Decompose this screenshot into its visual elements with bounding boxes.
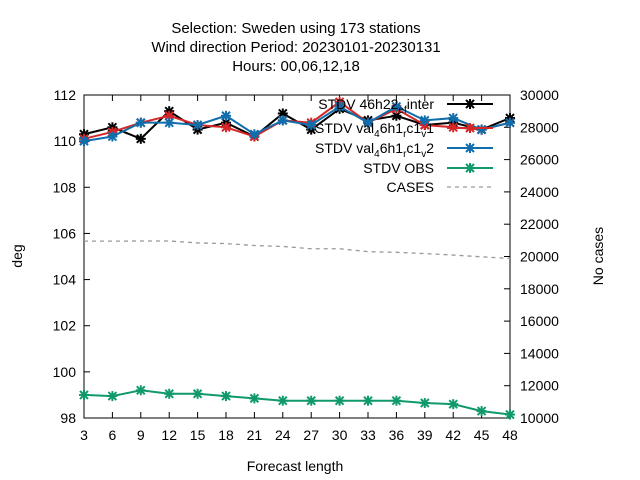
- data-point-stdv-val-4-6h1-r-c1-v-2: [476, 124, 487, 135]
- y2-tick-label: 10000: [520, 410, 559, 426]
- data-point-stdv-obs: [505, 409, 515, 420]
- y-tick-label: 100: [53, 364, 77, 380]
- y2-tick-label: 12000: [520, 378, 559, 394]
- y-tick-label: 112: [54, 87, 77, 103]
- data-point-stdv-obs: [419, 398, 430, 409]
- legend-marker: [465, 99, 475, 109]
- data-point-stdv-val-4-6h1-r-c1-v-1: [221, 122, 231, 133]
- data-point-stdv-46h22-ef-inter: [135, 133, 146, 144]
- data-point-stdv-obs: [164, 388, 175, 399]
- data-point-stdv-obs: [277, 395, 288, 406]
- legend-entry-stdv-46h22-ef-inter: STDV 46h22efinter: [318, 96, 493, 116]
- data-point-stdv-obs: [391, 395, 402, 406]
- data-point-stdv-obs: [135, 385, 146, 396]
- x-tick-label: 6: [109, 427, 117, 443]
- x-tick-label: 39: [417, 427, 433, 443]
- y2-tick-label: 30000: [520, 87, 559, 103]
- legend-marker: [465, 163, 475, 173]
- y-tick-label: 98: [60, 410, 76, 426]
- data-point-stdv-val-4-6h1-r-c1-v-2: [164, 117, 175, 128]
- data-point-stdv-val-4-6h1-r-c1-v-2: [221, 110, 231, 121]
- x-tick-label: 45: [474, 427, 490, 443]
- data-point-stdv-val-4-6h1-r-c1-v-2: [419, 115, 430, 126]
- axis-layer: 3 6 9 12 15 18 21 24 27 30 33 36 39 42 45 4898100102104…: [53, 87, 560, 443]
- legend-entry-stdv-obs: STDV OBS: [363, 160, 493, 176]
- data-point-stdv-val-4-6h1-r-c1-v-2: [249, 129, 260, 140]
- y-tick-label: 106: [53, 225, 77, 241]
- data-point-stdv-val-4-6h1-r-c1-v-2: [363, 117, 373, 128]
- y2-tick-label: 20000: [520, 249, 559, 265]
- x-tick-label: 3: [80, 427, 88, 443]
- data-point-stdv-val-4-6h1-r-c1-v-2: [391, 101, 402, 112]
- y2-tick-label: 24000: [520, 184, 559, 200]
- legend-label: STDV 46h22efinter: [318, 96, 434, 116]
- chart-title-line-1: Selection: Sweden using 173 stations: [171, 20, 420, 37]
- legend-marker: [465, 143, 475, 153]
- data-point-stdv-obs: [192, 388, 203, 399]
- series-layer: [79, 96, 515, 420]
- data-point-stdv-val-4-6h1-r-c1-v-2: [79, 136, 89, 147]
- series-line-stdv-obs: [83, 389, 511, 416]
- series-line-stdv-val-4-6h1-r-c1-v-2: [83, 105, 511, 143]
- data-point-stdv-val-4-6h1-r-c1-v-2: [277, 115, 288, 126]
- data-point-stdv-val-4-6h1-r-c1-v-2: [306, 119, 317, 130]
- data-point-stdv-obs: [107, 391, 118, 402]
- data-point-stdv-obs: [306, 395, 317, 406]
- data-point-stdv-val-4-6h1-r-c1-v-2: [135, 117, 146, 128]
- x-tick-label: 21: [247, 427, 263, 443]
- data-point-stdv-val-4-6h1-r-c1-v-2: [334, 101, 345, 112]
- x-tick-label: 12: [161, 427, 177, 443]
- data-point-stdv-val-4-6h1-r-c1-v-2: [448, 113, 459, 124]
- data-point-stdv-val-4-6h1-r-c1-v-2: [192, 119, 203, 130]
- y-axis-label: deg: [9, 244, 25, 267]
- data-point-stdv-val-4-6h1-r-c1-v-2: [505, 117, 515, 128]
- legend-entry-stdv-val-4-6h1-r-c1-v-2: STDV val46h1rc1v2: [315, 140, 493, 160]
- data-point-stdv-obs: [334, 395, 345, 406]
- y2-tick-label: 22000: [520, 216, 559, 232]
- data-point-stdv-obs: [363, 395, 373, 406]
- y2-axis-label: No cases: [590, 227, 606, 285]
- x-tick-label: 18: [218, 427, 234, 443]
- legend-label: STDV val46h1rc1v1: [315, 120, 434, 140]
- data-point-stdv-obs: [221, 391, 231, 402]
- legend-label: STDV OBS: [363, 160, 434, 176]
- x-tick-label: 42: [445, 427, 461, 443]
- y2-tick-label: 16000: [520, 313, 559, 329]
- data-point-stdv-obs: [249, 393, 260, 404]
- legend-label: CASES: [387, 179, 434, 195]
- data-point-stdv-46h22-ef-inter: [277, 108, 288, 119]
- y-tick-label: 102: [53, 318, 77, 334]
- data-point-stdv-val-4-6h1-r-c1-v-2: [107, 131, 118, 142]
- data-point-stdv-val-4-6h1-r-c1-v-1: [164, 110, 175, 121]
- data-point-stdv-obs: [476, 406, 487, 417]
- x-tick-label: 33: [360, 427, 376, 443]
- series-line-stdv-val-4-6h1-r-c1-v-1: [83, 100, 511, 140]
- x-tick-label: 48: [502, 427, 518, 443]
- x-tick-label: 24: [275, 427, 291, 443]
- data-point-stdv-obs: [448, 399, 459, 410]
- x-tick-label: 9: [137, 427, 145, 443]
- x-tick-label: 27: [303, 427, 319, 443]
- y-tick-label: 110: [54, 133, 77, 149]
- data-point-stdv-obs: [79, 389, 89, 400]
- chart-title-line-3: Hours: 00,06,12,18: [232, 58, 360, 75]
- legend-label: STDV val46h1rc1v2: [315, 140, 434, 160]
- y2-tick-label: 14000: [520, 345, 559, 361]
- legend-entry-stdv-val-4-6h1-r-c1-v-1: STDV val46h1rc1v1: [315, 120, 493, 140]
- x-axis-label: Forecast length: [247, 458, 344, 474]
- x-tick-label: 36: [389, 427, 405, 443]
- x-tick-label: 15: [190, 427, 206, 443]
- y2-tick-label: 26000: [520, 152, 559, 168]
- y-tick-label: 108: [53, 179, 77, 195]
- y-tick-label: 104: [53, 272, 77, 288]
- legend-entry-cases: CASES: [387, 179, 493, 195]
- x-tick-label: 30: [332, 427, 348, 443]
- legend-marker: [465, 123, 475, 133]
- series-line-cases: [84, 240, 511, 260]
- y2-tick-label: 18000: [520, 281, 559, 297]
- chart-title-line-2: Wind direction Period: 20230101-20230131: [151, 39, 440, 56]
- y2-tick-label: 28000: [520, 119, 559, 135]
